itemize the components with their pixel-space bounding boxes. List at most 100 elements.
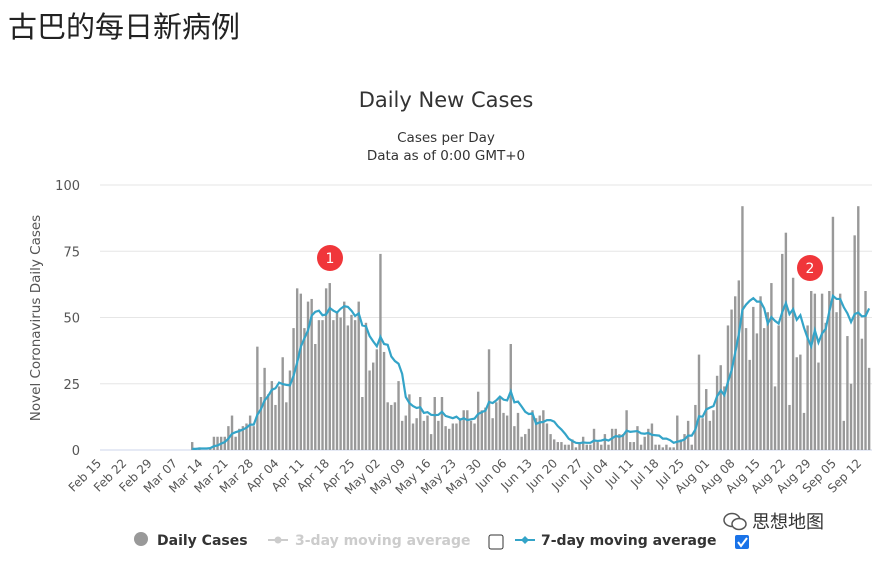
bar-daily-cases [256,346,259,450]
y-tick-label: 50 [63,312,80,327]
bar-daily-cases [324,288,328,450]
bar-daily-cases [252,426,255,450]
bar-daily-cases [404,415,407,450]
legend-3day-icon-dot [274,536,282,544]
bar-daily-cases [744,328,748,450]
bar-daily-cases [437,420,440,450]
bar-daily-cases [343,301,346,450]
bar-daily-cases [773,386,777,450]
bar-daily-cases [618,434,621,450]
legend-7day-icon-marker [521,536,529,544]
bar-daily-cases [824,322,827,450]
bar-daily-cases [270,381,274,450]
bar-daily-cases [484,407,487,450]
bar-daily-cases [238,428,241,450]
bar-daily-cases [777,325,780,450]
bar-daily-cases [614,428,617,450]
bar-daily-cases [397,381,400,450]
bar-daily-cases [520,436,523,450]
bar-daily-cases [755,333,759,450]
bar-daily-cases [741,206,744,450]
y-tick-label: 75 [63,245,80,260]
checkbox-7day-average[interactable] [735,535,749,549]
bar-daily-cases [350,314,353,450]
chart-subtitle: Cases per Day [397,130,495,146]
bar-daily-cases [748,359,751,450]
bar-daily-cases [799,354,802,450]
bar-daily-cases [440,397,444,450]
bar-daily-cases [860,338,864,450]
bar-daily-cases [455,423,458,450]
bar-daily-cases [375,349,379,450]
legend-7day-average: 7-day moving average [541,533,717,549]
bar-daily-cases [708,420,712,450]
bar-daily-cases [303,328,306,450]
bar-daily-cases [306,301,310,450]
bar-daily-cases [241,426,245,450]
bar-daily-cases [534,418,538,450]
bar-daily-cases [679,439,683,450]
bar-daily-cases [697,354,701,450]
bar-daily-cases [357,301,360,450]
bar-daily-cases [368,370,371,450]
chart-title: Daily New Cases [359,88,534,112]
bar-daily-cases [223,436,226,450]
bar-daily-cases [502,412,505,450]
bar-daily-cases [386,402,389,450]
bar-daily-cases [813,293,817,450]
bar-daily-cases [665,444,668,450]
bar-daily-cases [549,434,552,450]
bar-daily-cases [516,412,520,450]
bar-daily-cases [274,404,277,450]
bar-daily-cases [495,402,498,450]
annotation-marker [797,255,823,281]
bar-daily-cases [842,420,845,450]
bar-daily-cases [723,386,726,450]
bar-daily-cases [781,253,784,450]
bar-daily-cases [806,325,809,450]
watermark: 思想地图 [722,508,824,534]
bar-daily-cases [705,389,708,450]
bar-daily-cases [849,383,853,450]
bar-daily-cases [770,283,773,450]
bar-daily-cases [295,288,299,450]
bar-daily-cases [752,306,755,450]
bar-daily-cases [636,426,639,450]
bar-daily-cases [802,412,806,450]
bar-daily-cases [553,439,556,450]
bar-daily-cases [353,320,357,450]
bar-daily-cases [527,428,531,450]
bar-daily-cases [639,444,643,450]
bar-daily-cases [737,280,741,450]
bar-daily-cases [867,367,871,450]
bar-daily-cases [466,410,469,450]
bar-daily-cases [690,444,693,450]
bar-daily-cases [335,312,339,450]
bar-daily-cases [650,423,654,450]
bar-daily-cases [267,394,270,450]
bar-daily-cases [509,344,512,450]
bar-daily-cases [734,296,737,450]
bar-daily-cases [632,442,636,450]
annotation-marker [317,245,343,271]
checkbox-3day-average[interactable] [488,534,504,550]
bar-daily-cases [234,436,237,450]
bar-daily-cases [560,442,563,450]
bar-daily-cases [603,434,607,450]
bar-daily-cases [426,415,429,450]
annotation-label: 1 [326,251,335,267]
bar-daily-cases [542,410,545,450]
bar-daily-cases [498,397,502,450]
y-axis-title: Novel Coronavirus Daily Cases [28,215,44,421]
bar-daily-cases [299,293,302,450]
bar-daily-cases [817,362,820,450]
bar-daily-cases [524,434,527,450]
bar-daily-cases [277,386,281,450]
bar-daily-cases [415,418,418,450]
bar-daily-cases [429,434,433,450]
bar-daily-cases [585,444,588,450]
bar-daily-cases [531,410,534,450]
bar-daily-cases [245,423,248,450]
annotation-label: 2 [806,261,815,277]
